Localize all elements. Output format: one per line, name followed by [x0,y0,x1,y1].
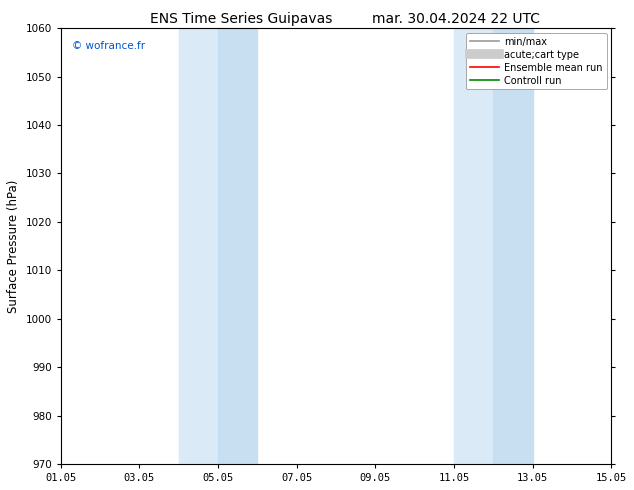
Text: © wofrance.fr: © wofrance.fr [72,41,145,51]
Bar [493,28,533,464]
Y-axis label: Surface Pressure (hPa): Surface Pressure (hPa) [7,179,20,313]
Legend: min/max, acute;cart type, Ensemble mean run, Controll run: min/max, acute;cart type, Ensemble mean … [466,33,607,90]
Text: mar. 30.04.2024 22 UTC: mar. 30.04.2024 22 UTC [373,12,540,26]
Bar [218,28,257,464]
Bar [179,28,218,464]
Bar [454,28,493,464]
Text: ENS Time Series Guipavas: ENS Time Series Guipavas [150,12,332,26]
